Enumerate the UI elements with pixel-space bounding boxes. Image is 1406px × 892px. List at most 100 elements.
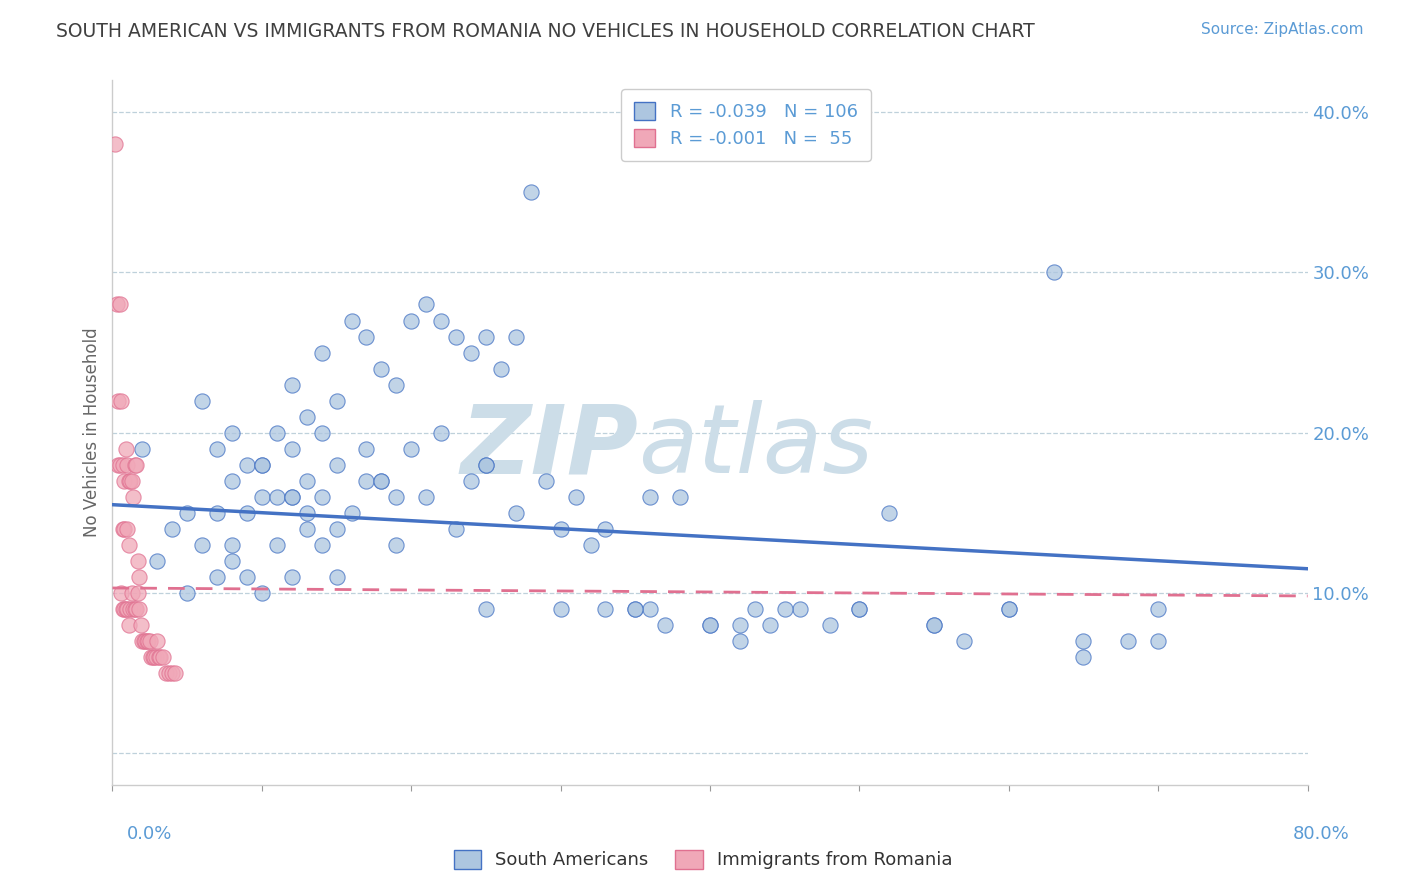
Point [520,186,543,200]
Point [848,601,870,615]
Point [165,665,187,680]
Point [1042,265,1064,279]
Point [221,425,243,440]
Point [370,361,392,376]
Point [311,538,333,552]
Point [281,442,304,456]
Point [162,522,183,536]
Point [236,506,259,520]
Point [111,601,134,615]
Point [125,458,148,472]
Point [430,425,453,440]
Point [281,490,304,504]
Point [460,345,482,359]
Point [370,474,392,488]
Point [1147,601,1170,615]
Point [138,633,160,648]
Point [250,490,273,504]
Point [773,601,796,615]
Point [505,506,527,520]
Point [149,649,172,664]
Point [108,458,131,472]
Point [143,649,166,664]
Point [415,297,437,311]
Point [128,601,150,615]
Point [922,617,945,632]
Point [111,458,134,472]
Point [205,506,228,520]
Point [127,554,149,568]
Point [475,329,498,343]
Point [221,538,243,552]
Point [266,538,288,552]
Point [131,633,153,648]
Point [534,474,557,488]
Point [120,601,142,615]
Point [250,458,273,472]
Point [624,601,647,615]
Text: ZIP: ZIP [460,401,638,493]
Point [475,458,498,472]
Point [475,458,498,472]
Point [356,442,378,456]
Point [385,377,408,392]
Point [146,554,169,568]
Legend: South Americans, Immigrants from Romania: South Americans, Immigrants from Romania [444,841,962,879]
Point [141,649,163,664]
Point [728,617,751,632]
Point [117,458,139,472]
Point [120,474,142,488]
Point [129,617,152,632]
Point [132,633,155,648]
Point [117,601,139,615]
Point [385,490,408,504]
Point [131,442,153,456]
Point [475,601,498,615]
Point [114,601,135,615]
Point [295,522,318,536]
Point [818,617,841,632]
Point [118,474,141,488]
Point [744,601,766,615]
Point [124,458,146,472]
Point [640,490,662,504]
Legend: R = -0.039   N = 106, R = -0.001   N =  55: R = -0.039 N = 106, R = -0.001 N = 55 [621,89,870,161]
Point [640,601,662,615]
Text: atlas: atlas [638,401,873,493]
Point [579,538,602,552]
Point [401,313,423,327]
Point [135,633,157,648]
Point [121,474,143,488]
Point [250,458,273,472]
Point [998,601,1021,615]
Point [311,345,333,359]
Point [146,633,169,648]
Point [205,442,228,456]
Point [114,522,135,536]
Point [325,570,347,584]
Point [953,633,976,648]
Point [250,586,273,600]
Point [117,522,139,536]
Point [148,649,170,664]
Point [125,601,148,615]
Point [155,665,177,680]
Point [152,649,174,664]
Point [107,393,129,408]
Point [236,570,259,584]
Point [922,617,945,632]
Point [121,586,143,600]
Point [266,490,288,504]
Point [444,522,467,536]
Text: 0.0%: 0.0% [127,825,172,843]
Point [122,601,145,615]
Point [108,297,131,311]
Text: 80.0%: 80.0% [1294,825,1350,843]
Point [564,490,586,504]
Point [122,490,145,504]
Point [340,506,363,520]
Point [295,409,318,424]
Text: SOUTH AMERICAN VS IMMIGRANTS FROM ROMANIA NO VEHICLES IN HOUSEHOLD CORRELATION C: SOUTH AMERICAN VS IMMIGRANTS FROM ROMANI… [56,22,1035,41]
Point [669,490,692,504]
Point [624,601,647,615]
